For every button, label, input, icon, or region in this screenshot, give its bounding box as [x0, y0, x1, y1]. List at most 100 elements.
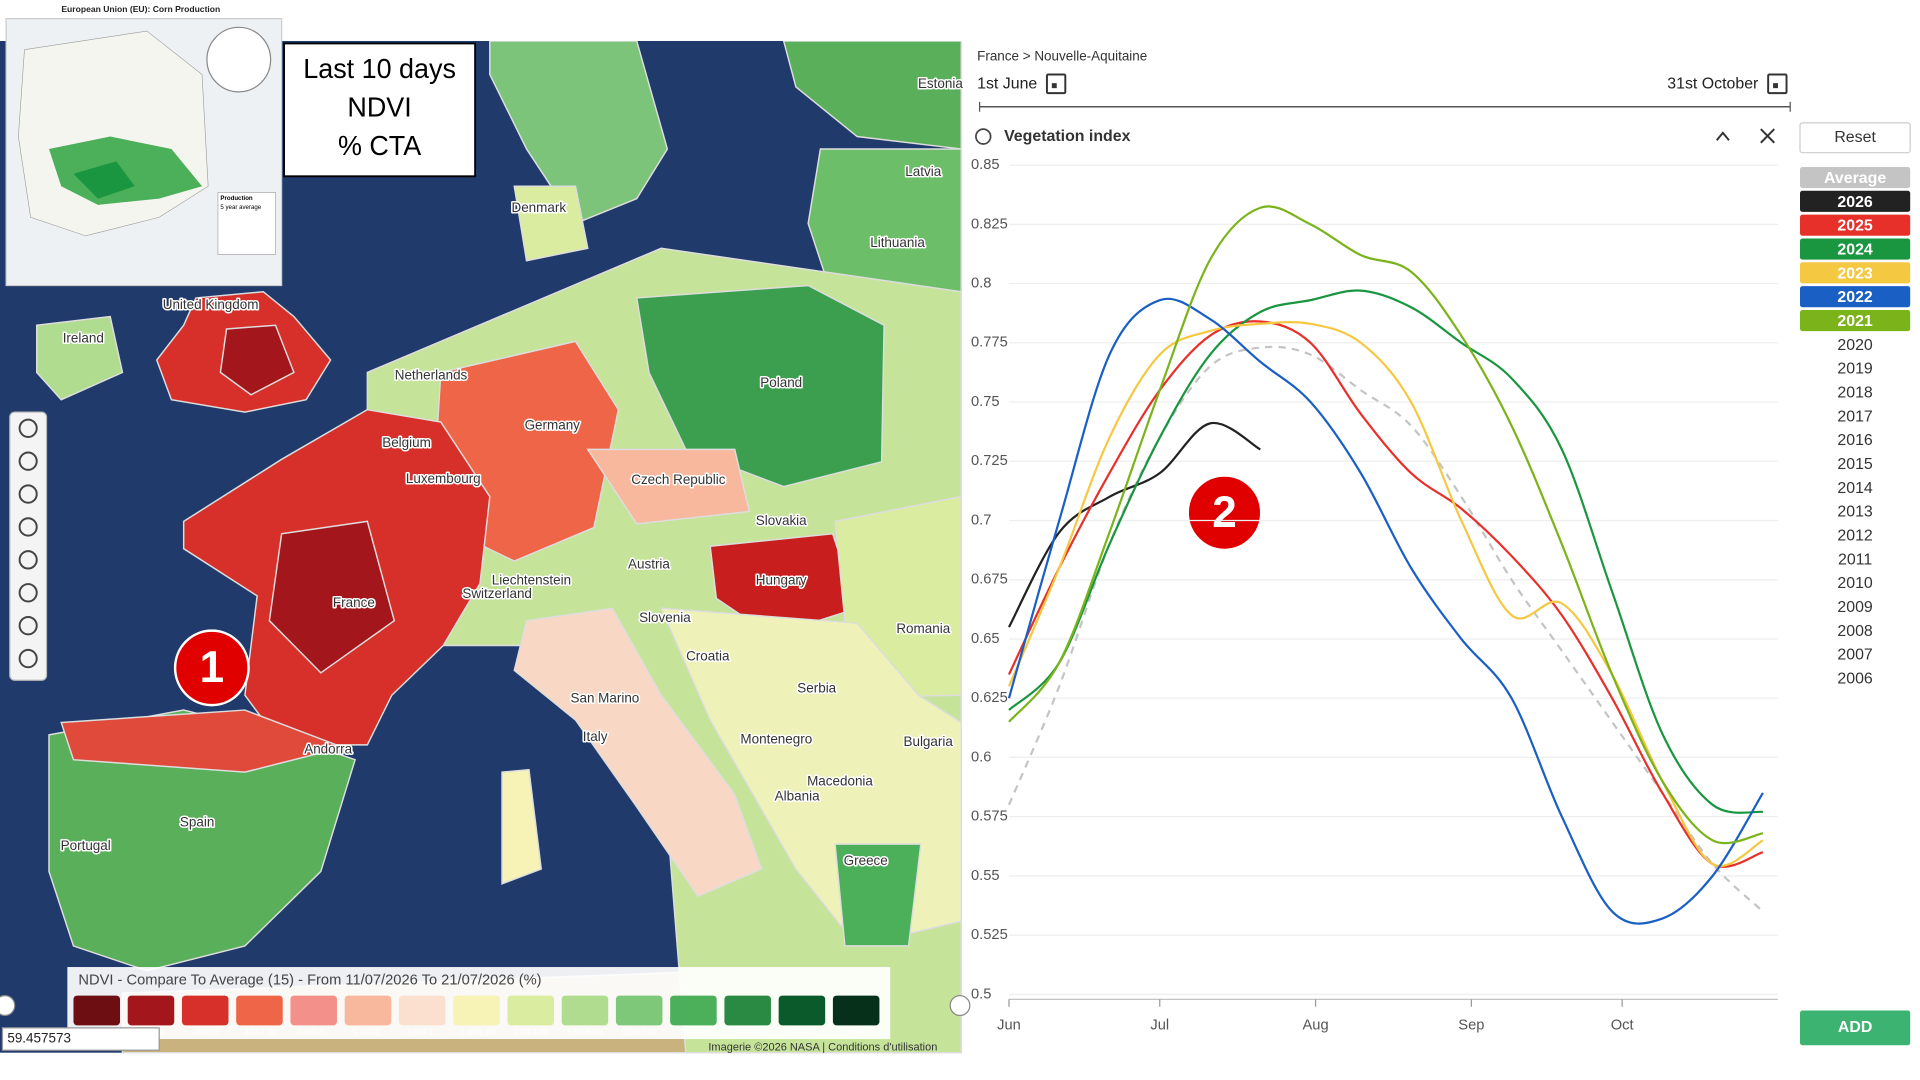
country-label: Denmark	[511, 200, 566, 215]
reset-label: Reset	[1834, 128, 1876, 146]
legend-entry: 2025	[1837, 217, 1872, 235]
globe-icon	[975, 128, 992, 145]
year-option[interactable]: 2014	[1837, 479, 1872, 497]
year-option[interactable]: 2006	[1837, 669, 1872, 687]
legend-button[interactable]	[1800, 190, 1911, 212]
map-legend-title: NDVI - Compare To Average (15) - From 11…	[78, 973, 541, 989]
year-option[interactable]: 2010	[1837, 574, 1872, 592]
year-option[interactable]: 2019	[1837, 360, 1872, 378]
year-option[interactable]: 2013	[1837, 503, 1872, 521]
tool-button[interactable]	[18, 484, 38, 504]
legend-item-label: -1.00/1.00	[457, 1027, 496, 1037]
ireland	[36, 315, 124, 401]
y-tick-label: 0.75	[971, 394, 1000, 410]
legend-item-label: -3.00/-1...	[404, 1027, 441, 1037]
legend-swatch	[615, 995, 663, 1026]
marker-label: 2	[1212, 488, 1237, 537]
calendar-icon[interactable]	[1045, 73, 1067, 95]
country-label: Lithuania	[870, 235, 925, 250]
tool-button[interactable]	[18, 648, 38, 669]
country-label: Portugal	[61, 838, 111, 853]
x-tick-label: Jul	[1150, 1017, 1169, 1033]
y-tick-label: 0.55	[971, 868, 1000, 884]
inset-legend-title: Production	[220, 195, 253, 202]
legend-item-label: 3.00/5.00	[567, 1027, 603, 1037]
legend-button[interactable]	[1800, 286, 1911, 308]
add-button[interactable]	[1800, 1010, 1911, 1046]
year-option[interactable]: 2017	[1837, 407, 1872, 425]
tool-button[interactable]	[18, 550, 38, 570]
info-box	[283, 42, 477, 178]
toolbar	[9, 411, 48, 681]
iberia-north	[60, 709, 346, 773]
legend-entry: Average	[1824, 169, 1886, 187]
legend-button[interactable]	[1800, 309, 1911, 332]
calendar-icon-day	[1773, 83, 1778, 89]
inset-legend	[217, 192, 276, 255]
legend-swatch	[724, 995, 771, 1026]
legend-button[interactable]	[1800, 262, 1911, 284]
inset-legend-subtitle: 5 year average	[220, 204, 261, 211]
y-tick-label: 0.775	[971, 335, 1008, 351]
tool-button[interactable]	[18, 615, 38, 636]
year-option[interactable]: 2020	[1837, 336, 1872, 354]
legend-swatch	[398, 995, 446, 1026]
country-label: Bulgaria	[903, 734, 953, 749]
country-label: Estonia	[918, 76, 963, 91]
x-tick-label: Oct	[1611, 1017, 1634, 1033]
france-core	[268, 520, 396, 674]
legend-button[interactable]	[1800, 166, 1911, 189]
year-option[interactable]: 2007	[1837, 646, 1872, 664]
year-option[interactable]: 2016	[1837, 431, 1872, 449]
inset-corn-2	[73, 161, 135, 199]
tool-button[interactable]	[18, 418, 38, 438]
reset-button[interactable]	[1799, 122, 1911, 154]
legend-button[interactable]	[1800, 214, 1911, 236]
info-line: Last 10 days	[303, 53, 456, 84]
year-option[interactable]: 2008	[1837, 622, 1872, 640]
country-label: Serbia	[797, 680, 836, 695]
series-line	[1008, 205, 1764, 845]
year-option[interactable]: 2015	[1837, 455, 1872, 473]
year-option[interactable]: 2018	[1837, 383, 1872, 401]
country-label: Hungary	[756, 572, 807, 587]
y-tick-label: 0.7	[971, 512, 991, 528]
chart-title: Vegetation index	[1004, 127, 1130, 145]
series-line	[1007, 345, 1764, 913]
year-option[interactable]: 2011	[1838, 550, 1872, 568]
map-nav-right[interactable]	[949, 994, 971, 1017]
tool-button[interactable]	[18, 451, 38, 471]
legend-entry: 2026	[1837, 193, 1872, 211]
legend-item-label: 10/20	[737, 1027, 759, 1037]
tool-button[interactable]	[18, 583, 38, 603]
series-line	[1007, 320, 1764, 868]
top-band	[281, 0, 968, 41]
legend-item-label: -20/-10	[192, 1027, 219, 1037]
italy	[513, 607, 763, 898]
greece	[834, 843, 922, 947]
y-tick-label: 0.625	[971, 690, 1008, 706]
tool-button[interactable]	[18, 517, 38, 537]
country-label: Macedonia	[807, 774, 873, 789]
legend-entry: 2022	[1837, 288, 1872, 306]
inset-globe	[206, 26, 272, 93]
year-option[interactable]: 2012	[1837, 526, 1872, 544]
collapse-button[interactable]	[1715, 131, 1730, 141]
legend-entry: 2021	[1837, 312, 1872, 330]
country-label: Greece	[844, 853, 888, 868]
map-nav-left[interactable]	[0, 994, 16, 1017]
close-button[interactable]	[1760, 128, 1775, 144]
attribution: Imagerie ©2026 NASA | Conditions d'utili…	[708, 1042, 937, 1054]
country-label: Belgium	[382, 435, 431, 450]
series-line	[1007, 321, 1764, 868]
year-option[interactable]: 2009	[1837, 598, 1872, 616]
calendar-icon[interactable]	[1767, 73, 1788, 95]
legend-button[interactable]	[1800, 238, 1911, 260]
end-date: 31st October	[1667, 75, 1759, 93]
country-label: Slovenia	[639, 610, 691, 625]
y-tick-label: 0.5	[971, 986, 991, 1002]
country-label: Montenegro	[740, 731, 812, 746]
legend-item-label: 5.00/7.00	[621, 1027, 657, 1037]
x-tick-label: Sep	[1458, 1017, 1484, 1033]
